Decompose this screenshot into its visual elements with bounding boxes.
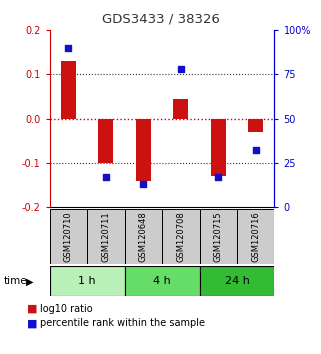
- Text: 24 h: 24 h: [225, 275, 249, 286]
- FancyBboxPatch shape: [237, 209, 274, 264]
- Bar: [248, 119, 263, 132]
- FancyBboxPatch shape: [50, 266, 125, 296]
- Point: [141, 181, 146, 187]
- Bar: [61, 61, 76, 119]
- Text: GSM120710: GSM120710: [64, 211, 73, 262]
- FancyBboxPatch shape: [87, 209, 125, 264]
- Bar: [136, 119, 151, 181]
- Text: log10 ratio: log10 ratio: [40, 304, 93, 314]
- Text: GSM120715: GSM120715: [214, 211, 223, 262]
- Point: [253, 148, 258, 153]
- Text: GSM120711: GSM120711: [101, 211, 110, 262]
- FancyBboxPatch shape: [50, 209, 87, 264]
- Text: GDS3433 / 38326: GDS3433 / 38326: [101, 12, 220, 25]
- Text: ■: ■: [27, 304, 38, 314]
- Text: time: time: [3, 276, 27, 286]
- Point: [66, 45, 71, 51]
- Bar: [173, 99, 188, 119]
- FancyBboxPatch shape: [125, 209, 162, 264]
- Text: GSM120708: GSM120708: [176, 211, 185, 262]
- Bar: [211, 119, 226, 176]
- Point: [178, 66, 183, 72]
- Text: ■: ■: [27, 318, 38, 328]
- Text: percentile rank within the sample: percentile rank within the sample: [40, 318, 205, 328]
- Text: GSM120648: GSM120648: [139, 211, 148, 262]
- Text: GSM120716: GSM120716: [251, 211, 260, 262]
- FancyBboxPatch shape: [200, 209, 237, 264]
- Text: 1 h: 1 h: [78, 275, 96, 286]
- FancyBboxPatch shape: [200, 266, 274, 296]
- Text: ▶: ▶: [26, 276, 34, 286]
- Point: [216, 174, 221, 180]
- Point: [103, 174, 108, 180]
- FancyBboxPatch shape: [125, 266, 200, 296]
- FancyBboxPatch shape: [162, 209, 200, 264]
- Text: 4 h: 4 h: [153, 275, 171, 286]
- Bar: [99, 119, 113, 163]
